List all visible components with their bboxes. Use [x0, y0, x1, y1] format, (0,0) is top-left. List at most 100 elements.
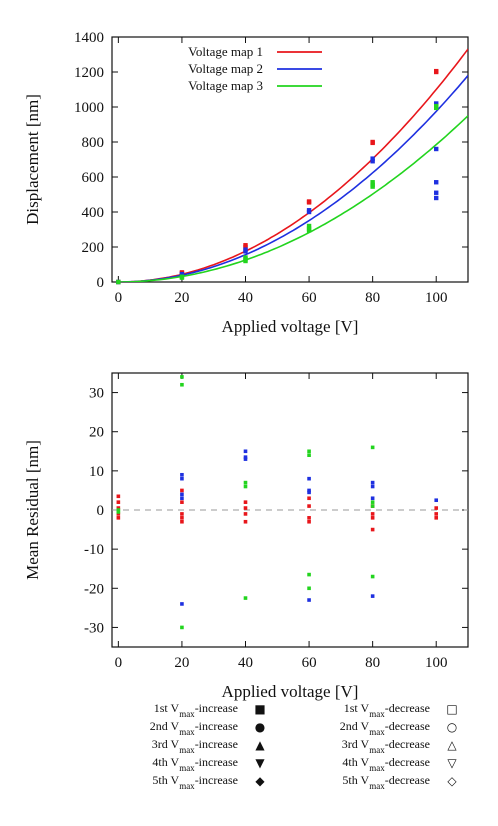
residual-point-3	[180, 625, 184, 630]
residual-point-3	[243, 596, 248, 600]
residual-point-2	[180, 476, 184, 481]
data-point-3	[116, 279, 121, 285]
x-tick-label: 40	[238, 655, 253, 671]
marker-legend-label-right-5: 5th Vmax-decrease	[342, 773, 430, 791]
marker-legend-label-left-2: 2nd Vmax-increase	[150, 719, 238, 737]
data-point-2	[306, 209, 312, 215]
y-tick-label: 600	[82, 170, 105, 186]
residual-point-2	[243, 455, 248, 459]
residual-point-2	[180, 496, 184, 501]
data-point-3	[370, 180, 375, 185]
y-axis-label: Mean Residual [nm]	[23, 440, 42, 580]
residual-point-1	[243, 519, 248, 524]
x-tick-label: 60	[302, 290, 317, 306]
data-point-3	[434, 105, 439, 111]
marker-legend-label-left-4: 4th Vmax-increase	[152, 755, 238, 773]
residual-point-3	[370, 504, 375, 508]
residual-point-1	[116, 516, 121, 520]
plot-frame	[111, 36, 469, 283]
x-tick-label: 60	[302, 655, 317, 671]
marker-legend-symbol-left-4: ▼	[255, 756, 265, 770]
residual-point-3	[307, 453, 311, 457]
y-axis-label: Displacement [nm]	[23, 94, 42, 225]
y-tick-label: 400	[82, 205, 105, 221]
y-tick-label: 1200	[74, 65, 104, 81]
residual-point-1	[116, 512, 121, 516]
data-point-2	[434, 190, 439, 195]
data-point-3	[306, 223, 312, 229]
data-point-2	[370, 159, 375, 164]
residual-point-2	[307, 490, 311, 495]
x-tick-label: 80	[365, 290, 380, 306]
marker-legend-symbol-right-5: ◇	[447, 774, 457, 788]
marker-legend-label-right-2: 2nd Vmax-decrease	[340, 719, 430, 737]
legend-label-3: Voltage map 3	[188, 78, 263, 93]
data-point-1	[306, 200, 312, 205]
data-point-1	[243, 244, 248, 250]
residual-point-3	[307, 572, 311, 577]
residual-point-1	[180, 500, 184, 504]
residual-point-1	[434, 512, 439, 516]
residual-point-1	[307, 519, 311, 524]
residual-point-1	[434, 516, 439, 520]
residual-point-1	[180, 512, 184, 516]
marker-legend-symbol-right-1: □	[446, 702, 457, 716]
data-point-2	[434, 195, 439, 201]
residual-point-2	[243, 449, 248, 454]
data-point-3	[370, 184, 375, 189]
residual-point-2	[180, 602, 184, 606]
residual-point-1	[370, 512, 375, 516]
marker-legend: 1st Vmax-increase ■ 2nd Vmax-increase ● 3rd …	[150, 701, 458, 791]
x-tick-label: 100	[425, 290, 448, 306]
residual-point-1	[180, 516, 184, 520]
marker-legend-symbol-left-5: ◆	[255, 774, 265, 788]
data-point-3	[243, 258, 248, 264]
fit-curve-3	[118, 115, 468, 282]
residual-point-3	[180, 375, 184, 379]
residual-point-2	[370, 496, 375, 501]
y-tick-label: 1400	[74, 30, 104, 46]
legend-label-2: Voltage map 2	[188, 61, 263, 76]
marker-legend-symbol-left-1: ■	[254, 702, 265, 716]
residual-point-2	[370, 594, 375, 598]
marker-legend-label-left-1: 1st Vmax-increase	[154, 701, 238, 719]
data-point-1	[434, 69, 439, 75]
marker-legend-symbol-right-2: ○	[447, 720, 457, 734]
residual-point-1	[180, 488, 184, 493]
residual-point-1	[370, 527, 375, 532]
x-tick-label: 20	[174, 655, 189, 671]
residual-point-1	[116, 506, 121, 510]
y-tick-label: -10	[84, 542, 104, 558]
residual-point-2	[370, 484, 375, 489]
x-tick-label: 40	[238, 290, 253, 306]
residual-point-1	[243, 500, 248, 504]
residual-point-3	[116, 510, 121, 514]
x-tick-label: 20	[174, 290, 189, 306]
data-point-3	[179, 275, 185, 280]
marker-legend-label-right-4: 4th Vmax-decrease	[342, 755, 430, 773]
residual-point-1	[180, 519, 184, 524]
residual-point-2	[370, 480, 375, 485]
residual-point-3	[307, 586, 311, 591]
residual-point-2	[243, 457, 248, 461]
y-tick-label: 0	[97, 275, 105, 291]
marker-legend-label-right-3: 3rd Vmax-decrease	[342, 737, 430, 755]
residual-point-2	[180, 492, 184, 497]
residual-point-1	[116, 494, 121, 499]
y-tick-label: 20	[89, 425, 104, 441]
marker-legend-symbol-right-3: △	[447, 738, 457, 752]
y-tick-label: -30	[84, 620, 104, 636]
residual-point-2	[180, 472, 184, 477]
residual-point-1	[370, 516, 375, 520]
marker-legend-symbol-left-2: ●	[255, 720, 265, 734]
residual-point-3	[370, 500, 375, 504]
residual-point-3	[116, 508, 121, 512]
fit-curve-2	[118, 74, 468, 282]
residual-point-1	[307, 516, 311, 520]
residual-point-2	[307, 598, 311, 602]
x-axis-label: Applied voltage [V]	[222, 682, 359, 701]
x-tick-label: 100	[425, 655, 448, 671]
y-tick-label: 800	[82, 135, 105, 151]
y-tick-label: 200	[82, 240, 105, 256]
x-tick-label: 0	[115, 290, 123, 306]
